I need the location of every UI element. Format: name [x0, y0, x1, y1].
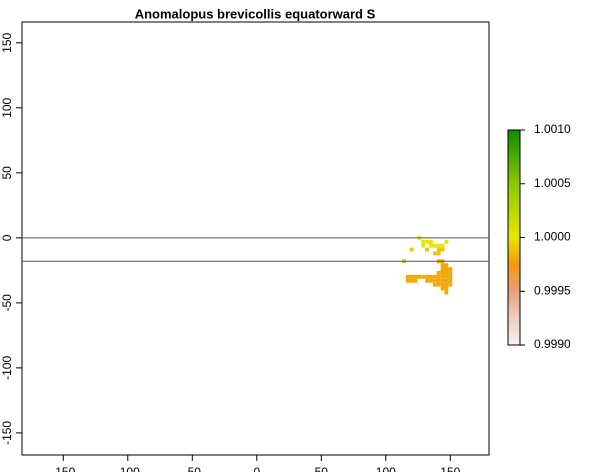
y-tick-label: 0	[0, 234, 14, 241]
raster-cell	[436, 247, 441, 252]
raster-cell	[444, 282, 449, 287]
raster-cell	[429, 274, 433, 279]
y-tick-label: -100	[0, 356, 14, 380]
raster-cell	[413, 278, 418, 283]
raster-cell	[436, 274, 441, 279]
raster-cell	[448, 267, 453, 272]
raster-cell	[417, 274, 422, 279]
raster-cell	[425, 239, 430, 244]
raster-cell	[409, 278, 414, 283]
raster-cell	[425, 278, 430, 283]
x-tick-label: 150	[440, 465, 460, 472]
legend-tick-label: 1.0000	[534, 230, 571, 244]
raster-cell	[440, 263, 445, 268]
raster-cell	[440, 282, 445, 287]
raster-cell	[429, 239, 433, 244]
x-tick-label: 100	[376, 465, 396, 472]
raster-cell	[413, 274, 418, 279]
raster-cell	[444, 239, 449, 244]
raster-cell	[432, 274, 437, 279]
raster-cell	[432, 282, 437, 287]
plot-frame	[21, 21, 490, 456]
raster-cell	[405, 278, 410, 283]
legend-tick-label: 0.9990	[534, 337, 571, 351]
y-tick-label: 100	[0, 97, 14, 117]
raster-cell	[436, 278, 441, 283]
raster-cell	[409, 247, 414, 252]
raster-cell	[421, 239, 426, 244]
legend-tick-label: 1.0005	[534, 176, 571, 190]
y-tick-label: 150	[0, 32, 14, 52]
raster-cell	[432, 251, 437, 256]
y-tick-label: 50	[0, 166, 14, 180]
raster-cell	[432, 278, 437, 283]
raster-cell	[440, 267, 445, 272]
raster-cell	[440, 286, 445, 291]
raster-cell	[444, 271, 449, 275]
raster-cell	[436, 282, 441, 287]
raster-cell	[425, 247, 430, 252]
raster-cell	[425, 274, 430, 279]
y-tick-label: -150	[0, 421, 14, 445]
raster-cell	[405, 274, 410, 279]
y-tick-label: -50	[0, 294, 14, 312]
raster-cell	[448, 274, 453, 279]
raster-cell	[440, 247, 445, 252]
raster-cell	[436, 271, 441, 275]
raster-cell	[440, 243, 445, 248]
raster-cell	[432, 243, 437, 248]
x-tick-label: 50	[315, 465, 329, 472]
raster-cell	[409, 274, 414, 279]
chart-title: Anomalopus brevicollis equatorward S	[135, 6, 376, 21]
raster-cell	[448, 278, 453, 283]
raster-cell	[440, 274, 445, 279]
raster-cell	[421, 243, 426, 248]
raster-cell	[421, 274, 426, 279]
raster-cell	[444, 274, 449, 279]
raster-cell	[444, 263, 449, 268]
raster-cell	[448, 282, 453, 287]
x-tick-label: 0	[253, 465, 260, 472]
raster-cell	[444, 290, 449, 295]
raster-cell	[440, 278, 445, 283]
raster-cell	[444, 267, 449, 272]
raster-cell	[429, 243, 433, 248]
raster-cell	[440, 271, 445, 275]
raster-cell	[444, 286, 449, 291]
x-tick-label: -150	[51, 465, 75, 472]
raster-cell	[436, 251, 441, 256]
raster-cell	[429, 278, 433, 283]
raster-cell	[448, 271, 453, 275]
raster-cell	[436, 243, 441, 248]
colorbar	[507, 129, 521, 346]
x-tick-label: -50	[184, 465, 202, 472]
legend-tick-label: 1.0010	[534, 122, 571, 136]
x-tick-label: -100	[116, 465, 140, 472]
legend-tick-label: 0.9995	[534, 283, 571, 297]
raster-cell	[444, 278, 449, 283]
